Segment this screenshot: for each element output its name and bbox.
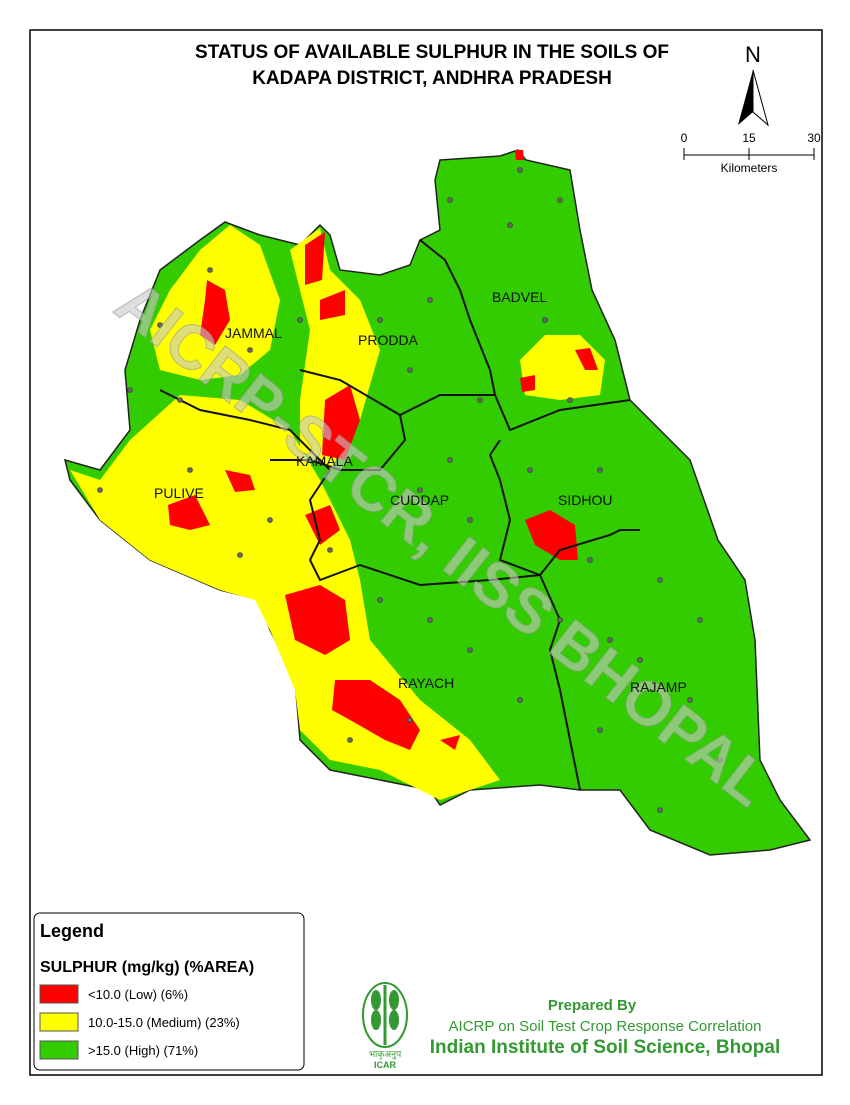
legend-label: 10.0-15.0 (Medium) (23%) [88, 1015, 240, 1030]
legend-swatch [39, 1012, 79, 1032]
sample-point [597, 727, 603, 733]
district-label: CUDDAP [390, 492, 449, 508]
sample-point [467, 647, 473, 653]
sample-point [447, 197, 453, 203]
sample-point [427, 617, 433, 623]
sample-point [657, 807, 663, 813]
district-label: SIDHOU [558, 492, 612, 508]
legend-title: Legend [40, 921, 104, 941]
north-label: N [745, 42, 761, 67]
sample-point [247, 347, 253, 353]
sample-point [377, 317, 383, 323]
sample-point [567, 397, 573, 403]
sample-point [447, 457, 453, 463]
logo-hindi: भाकृअनुप [369, 1049, 402, 1060]
district-label: BADVEL [492, 289, 547, 305]
district-label: JAMMAL [225, 325, 282, 341]
sample-point [542, 317, 548, 323]
icar-logo [362, 982, 408, 1048]
north-arrow [752, 69, 769, 127]
sample-point [717, 757, 723, 763]
sample-point [557, 617, 563, 623]
logo-text: ICAR [374, 1060, 396, 1070]
sample-point [407, 717, 413, 723]
credit-line: Prepared By [548, 997, 637, 1014]
sample-point [557, 197, 563, 203]
sample-point [587, 557, 593, 563]
sample-point [637, 657, 643, 663]
district-label: PRODDA [358, 332, 419, 348]
sample-point [687, 697, 693, 703]
sample-point [377, 597, 383, 603]
sample-point [187, 467, 193, 473]
sample-point [127, 387, 133, 393]
legend-swatch [39, 1040, 79, 1060]
district-label: PULIVE [154, 485, 204, 501]
sample-point [97, 487, 103, 493]
north-arrow [738, 70, 753, 125]
sample-point [427, 297, 433, 303]
sample-point [417, 487, 423, 493]
sample-point [507, 222, 513, 228]
legend-box [33, 912, 305, 1071]
sample-point [327, 547, 333, 553]
legend-subtitle: SULPHUR (mg/kg) (%AREA) [40, 959, 254, 976]
credit-line: AICRP on Soil Test Crop Response Correla… [449, 1018, 762, 1035]
sample-point [347, 737, 353, 743]
credit-line: Indian Institute of Soil Science, Bhopal [430, 1037, 780, 1058]
sample-point [597, 467, 603, 473]
sample-point [697, 617, 703, 623]
scale-label: 15 [742, 131, 756, 145]
sample-point [467, 517, 473, 523]
title: STATUS OF AVAILABLE SULPHUR IN THE SOILS… [195, 42, 669, 63]
sample-point [237, 552, 243, 558]
scale-label: 0 [681, 131, 688, 145]
sample-point [477, 397, 483, 403]
district-label: RAJAMP [630, 679, 687, 695]
district-label: KAMALA [296, 453, 353, 469]
district-label: RAYACH [398, 675, 454, 691]
legend-label: <10.0 (Low) (6%) [88, 987, 188, 1002]
sample-point [517, 167, 523, 173]
sample-point [297, 317, 303, 323]
sample-point [207, 267, 213, 273]
sample-point [657, 577, 663, 583]
sample-point [157, 322, 163, 328]
sample-point [527, 467, 533, 473]
scale-unit: Kilometers [721, 161, 778, 175]
sample-point [267, 517, 273, 523]
title: KADAPA DISTRICT, ANDHRA PRADESH [252, 68, 612, 89]
sample-point [607, 637, 613, 643]
sample-point [177, 397, 183, 403]
sample-point [517, 697, 523, 703]
legend-label: >15.0 (High) (71%) [88, 1043, 198, 1058]
sample-point [407, 367, 413, 373]
legend-swatch [39, 984, 79, 1004]
scale-label: 30 [807, 131, 821, 145]
scale-bar [683, 148, 815, 160]
district-map [63, 149, 812, 856]
